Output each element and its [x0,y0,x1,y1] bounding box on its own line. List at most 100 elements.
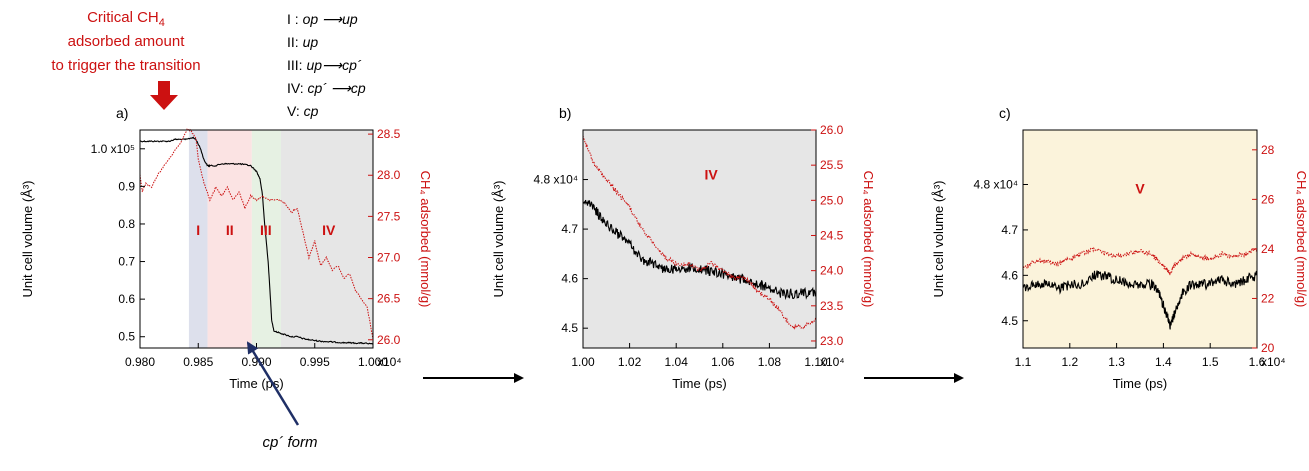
legend-roman: V: [287,103,304,119]
y-tick-label: 4.7 [1001,223,1018,237]
phase-region-I [188,130,208,348]
y2-axis-label: CH₄ adsorbed (mmol/g) [418,171,433,308]
phase-label-I: I [196,222,200,238]
critical-annotation: Critical CH4 adsorbed amount to trigger … [51,9,201,110]
series-unit-cell-volume [582,199,817,301]
phase-region-IV [280,130,373,348]
cp-form-annotation: cp´ form [246,341,318,451]
y2-tick-label: 28.0 [377,168,401,182]
y2-tick-label: 28 [1261,143,1275,157]
plot-frame [1022,129,1258,349]
y-axis-label: Unit cell volume (Å³) [491,180,506,297]
legend-entry-4: IV: cp´ ⟶cp [287,80,366,96]
y-axis-label: Unit cell volume (Å³) [20,180,35,297]
x-tick-label: 1.02 [618,355,642,369]
phase-label-IV: IV [705,167,719,183]
y2-axis-label: CH₄ adsorbed (mmol/g) [1294,171,1309,308]
y-tick-label: 0.6 [118,292,135,306]
legend-phase: cp´ ⟶cp [308,80,366,96]
x-multiplier: x10⁴ [820,355,845,369]
y2-tick-label: 24 [1261,242,1275,256]
y-tick-label: 4.7 [561,222,578,236]
y2-tick-label: 25.5 [820,158,844,172]
x-multiplier: x10⁴ [377,355,402,369]
y2-tick-label: 22 [1261,291,1275,305]
critical-text-line3: to trigger the transition [51,57,200,74]
y2-tick-label: 23.5 [820,299,844,313]
phase-label-V: V [1135,181,1145,197]
panel-background [1023,130,1257,348]
legend-entry-3: III: up⟶cp´ [287,57,362,73]
y-tick-label: 0.5 [118,330,135,344]
x-multiplier: x10⁴ [1261,355,1286,369]
x-tick-label: 0.980 [125,355,155,369]
y-tick-label: 4.6 [561,272,578,286]
legend-entry-5: V: cp [287,103,319,119]
legend-roman: II: [287,34,303,50]
critical-text-line2: adsorbed amount [68,33,186,50]
phase-label-IV: IV [322,222,336,238]
x-tick-label: 1.3 [1108,355,1125,369]
legend-phase: cp [304,103,319,119]
phase-region-II [207,130,252,348]
x-tick-label: 1.06 [711,355,735,369]
legend-roman: IV: [287,80,308,96]
y-tick-label: 0.9 [118,179,135,193]
legend-phase: op ⟶up [303,11,358,27]
x-tick-label: 1.6 [1249,355,1266,369]
legend-entry-2: II: up [287,34,318,50]
x-tick-label: 0.985 [183,355,213,369]
x-axis-label: Time (ps) [672,376,726,391]
x-tick-label: 1.04 [665,355,689,369]
y-tick-label: 4.5 [561,321,578,335]
series-unit-cell-volume [1022,270,1258,330]
y2-tick-label: 26 [1261,192,1275,206]
y-multiplier: x10⁴ [990,178,1018,192]
y-tick-label: 4.8 x10⁴ [973,178,1018,192]
plot-frame [582,129,817,349]
legend-roman: III: [287,57,306,73]
legend-roman: I : [287,11,303,27]
x-tick-label: 1.08 [758,355,782,369]
series-ch4-adsorbed [582,135,817,330]
x-tick-label: 1.2 [1061,355,1078,369]
x-tick-label: 1.5 [1202,355,1219,369]
y2-tick-label: 24.0 [820,264,844,278]
y2-tick-label: 26.0 [820,123,844,137]
series-unit-cell-volume [139,136,374,345]
x-tick-label: 1.00 [571,355,595,369]
x-tick-label: 0.995 [300,355,330,369]
x-tick-label: 1.10 [804,355,828,369]
phase-label-II: II [226,222,234,238]
panel-label: c) [999,105,1011,121]
y-tick-label: 4.5 [1001,314,1018,328]
y2-tick-label: 28.5 [377,127,401,141]
y2-tick-label: 20 [1261,341,1275,355]
panel-background [583,130,816,348]
x-tick-label: 1.000 [358,355,388,369]
panel-label: a) [116,105,128,121]
series-ch4-adsorbed [139,128,374,340]
y-tick-label: 4.6 [1001,268,1018,282]
y-tick-label: 0.7 [118,255,135,269]
y2-tick-label: 27.5 [377,209,401,223]
x-tick-label: 1.4 [1155,355,1172,369]
y-multiplier: x10⁵ [107,142,135,156]
x-tick-label: 1.1 [1015,355,1032,369]
x-axis-label: Time (ps) [1113,376,1167,391]
y2-tick-label: 25.0 [820,193,844,207]
y2-tick-label: 26.0 [377,333,401,347]
phase-label-III: III [260,222,272,238]
panel-label: b) [559,105,571,121]
y2-tick-label: 26.5 [377,292,401,306]
y-axis-label: Unit cell volume (Å³) [931,180,946,297]
y2-tick-label: 24.5 [820,228,844,242]
y-multiplier: x10⁴ [550,173,578,187]
y-tick-label: 4.8 x10⁴ [533,173,578,187]
x-tick-label: 0.990 [241,355,271,369]
